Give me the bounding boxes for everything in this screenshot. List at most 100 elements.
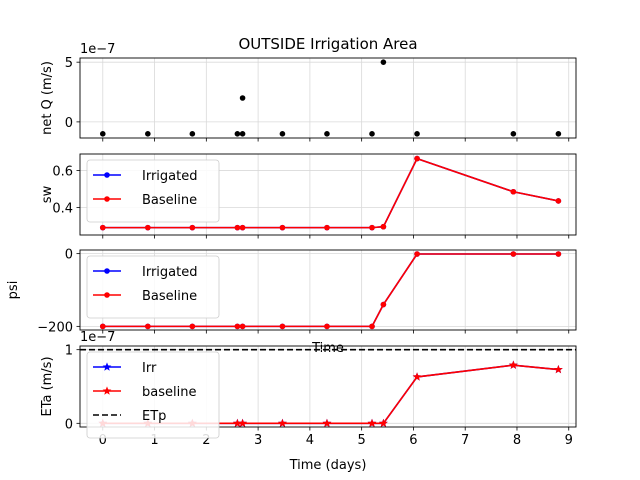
y-tick-label: 0 bbox=[65, 248, 73, 263]
x-tick-label: 1 bbox=[150, 433, 158, 448]
y-tick-label: 0.4 bbox=[52, 201, 73, 216]
panel-2: 0.4 0.6 sw Irrigated Baseline bbox=[40, 153, 577, 239]
legend-marker bbox=[104, 268, 110, 274]
x-tick-label: 3 bbox=[254, 433, 262, 448]
x-tick-label: 8 bbox=[513, 433, 521, 448]
data-point bbox=[412, 372, 422, 381]
legend-label: Irr bbox=[142, 361, 157, 376]
data-point bbox=[145, 131, 151, 137]
x-tick-label: 7 bbox=[461, 433, 469, 448]
data-point bbox=[414, 251, 420, 257]
data-point bbox=[380, 301, 387, 308]
data-point bbox=[99, 131, 106, 137]
y-tick-label: 1 bbox=[65, 344, 73, 359]
data-point bbox=[234, 131, 241, 137]
y-tick-label: 0.6 bbox=[52, 165, 73, 180]
data-point bbox=[233, 418, 242, 428]
figure-title: OUTSIDE Irrigation Area bbox=[238, 35, 417, 53]
legend: Irr baseline ETp bbox=[86, 351, 220, 439]
data-point bbox=[234, 323, 241, 330]
data-point bbox=[324, 323, 330, 330]
data-point bbox=[379, 418, 388, 428]
legend-marker bbox=[102, 362, 112, 371]
data-point bbox=[380, 59, 387, 65]
plot-area bbox=[99, 155, 562, 231]
x-axis-label: Time (days) bbox=[289, 458, 367, 473]
data-point bbox=[189, 131, 196, 137]
x-tick-label: 9 bbox=[565, 433, 573, 448]
x-axis-label-overlapped: Time bbox=[311, 341, 344, 356]
x-tick-label: 6 bbox=[409, 433, 417, 448]
panel-1: 0 5 net Q (m/s) 1e−7 bbox=[40, 42, 577, 142]
series-line-2 bbox=[102, 253, 559, 328]
data-point bbox=[555, 131, 562, 137]
legend-label: baseline bbox=[142, 385, 196, 400]
data-point bbox=[239, 224, 246, 231]
data-point bbox=[99, 323, 106, 330]
data-point bbox=[414, 155, 420, 162]
data-point bbox=[555, 251, 562, 257]
data-point bbox=[555, 198, 562, 204]
legend-marker bbox=[104, 292, 110, 298]
axes-frame bbox=[79, 249, 577, 331]
x-tick-label: 0 bbox=[99, 433, 107, 448]
data-point bbox=[279, 224, 286, 231]
axes-frame bbox=[79, 153, 577, 236]
legend-marker bbox=[104, 196, 110, 202]
legend-marker bbox=[104, 172, 110, 178]
data-point bbox=[510, 131, 517, 137]
axes-frame bbox=[79, 345, 577, 428]
legend-label: Baseline bbox=[142, 193, 197, 208]
legend-box bbox=[86, 351, 220, 439]
data-point bbox=[322, 418, 332, 428]
y-axis-label: psi bbox=[6, 281, 21, 300]
data-point bbox=[239, 131, 246, 137]
plot-area bbox=[99, 59, 562, 137]
y-tick-label: 0 bbox=[65, 116, 73, 131]
legend-label: Irrigated bbox=[142, 169, 197, 184]
data-point bbox=[510, 251, 517, 257]
axes-frame bbox=[79, 57, 577, 139]
y-tick-label: 0 bbox=[65, 417, 73, 432]
data-point bbox=[414, 131, 420, 137]
y-tick-label: 5 bbox=[65, 56, 73, 71]
data-point bbox=[369, 131, 375, 137]
data-point bbox=[369, 224, 375, 231]
data-point bbox=[510, 188, 517, 195]
panel-3: −200 0 psi Time Irrigated Baseline bbox=[6, 248, 577, 356]
data-point bbox=[189, 323, 196, 330]
series-line-2 bbox=[102, 157, 559, 229]
x-tick-label: 5 bbox=[358, 433, 366, 448]
data-point bbox=[238, 418, 247, 428]
data-point bbox=[279, 131, 286, 137]
data-point bbox=[369, 323, 375, 330]
legend-marker bbox=[102, 386, 112, 395]
data-point bbox=[234, 224, 241, 231]
data-point bbox=[279, 323, 286, 330]
data-point bbox=[189, 224, 196, 231]
offset-text: 1e−7 bbox=[80, 42, 115, 57]
data-point bbox=[145, 323, 151, 330]
legend: Irrigated Baseline bbox=[86, 159, 220, 223]
data-point bbox=[99, 224, 106, 231]
data-point bbox=[554, 364, 563, 374]
legend-label: Irrigated bbox=[142, 265, 197, 280]
offset-text: 1e−7 bbox=[80, 330, 115, 345]
y-axis-label: net Q (m/s) bbox=[40, 61, 55, 135]
legend: Irrigated Baseline bbox=[86, 255, 220, 319]
data-point bbox=[324, 131, 330, 137]
legend-label: ETp bbox=[142, 409, 166, 424]
data-point bbox=[239, 95, 246, 101]
plot-area bbox=[99, 251, 562, 330]
y-axis-label: ETa (m/s) bbox=[40, 356, 55, 416]
y-axis-label: sw bbox=[40, 185, 55, 203]
x-tick-label: 4 bbox=[306, 433, 314, 448]
x-tick-label: 2 bbox=[202, 433, 210, 448]
y-tick-label: −200 bbox=[37, 320, 73, 335]
panel-4: 0 1 2 3 4 5 6 7 8 9 0 1 ETa (m/s) 1e−7 Time (days) Irr b… bbox=[40, 330, 577, 473]
data-point bbox=[380, 223, 387, 230]
legend-label: Baseline bbox=[142, 289, 197, 304]
data-point bbox=[324, 224, 330, 231]
data-point bbox=[508, 360, 518, 369]
